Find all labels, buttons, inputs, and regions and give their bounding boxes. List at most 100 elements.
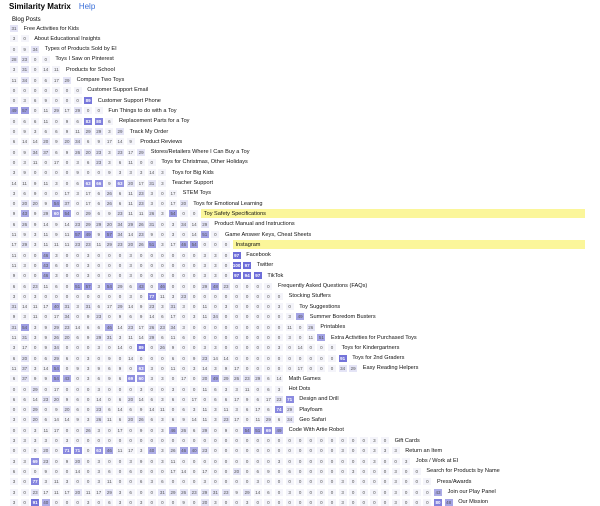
matrix-cell[interactable]: 3 xyxy=(179,303,188,311)
matrix-cell[interactable]: 17 xyxy=(179,375,188,383)
matrix-cell[interactable]: 9 xyxy=(264,467,273,475)
matrix-cell[interactable]: 6 xyxy=(73,334,82,341)
matrix-cell[interactable]: 20 xyxy=(63,406,71,414)
matrix-cell[interactable]: 3 xyxy=(126,169,135,177)
matrix-cell[interactable]: 0 xyxy=(105,292,114,300)
matrix-cell[interactable]: 11 xyxy=(41,117,50,125)
matrix-cell[interactable]: 3 xyxy=(147,364,156,372)
matrix-cell[interactable]: 29 xyxy=(41,210,50,218)
matrix-cell[interactable]: 34 xyxy=(31,148,40,156)
matrix-cell[interactable]: 17 xyxy=(169,200,177,208)
matrix-cell[interactable]: 0 xyxy=(147,251,156,259)
matrix-cell[interactable]: 26 xyxy=(73,148,82,156)
matrix-cell[interactable]: 0 xyxy=(328,344,336,352)
matrix-cell[interactable]: 3 xyxy=(116,498,124,506)
matrix-cell[interactable]: 0 xyxy=(179,210,188,218)
matrix-cell[interactable]: 9 xyxy=(116,364,124,372)
matrix-cell[interactable]: 26 xyxy=(169,447,177,455)
matrix-cell[interactable]: 26 xyxy=(84,426,93,434)
matrix-cell[interactable]: 9 xyxy=(20,45,29,53)
matrix-cell[interactable]: 11 xyxy=(41,241,50,249)
matrix-cell[interactable]: 0 xyxy=(20,488,29,496)
matrix-cell[interactable]: 57 xyxy=(105,231,114,238)
matrix-cell[interactable]: 9 xyxy=(41,334,50,341)
matrix-cell[interactable]: 14 xyxy=(126,303,135,311)
matrix-cell[interactable]: 17 xyxy=(253,406,262,414)
matrix-cell[interactable]: 0 xyxy=(20,416,29,424)
matrix-cell[interactable]: 3 xyxy=(349,467,358,475)
row-label[interactable]: Code With Artie Robot xyxy=(288,427,344,434)
matrix-cell[interactable]: 0 xyxy=(158,498,167,506)
matrix-cell[interactable]: 0 xyxy=(243,292,252,300)
matrix-cell[interactable]: 23 xyxy=(200,447,209,455)
matrix-cell[interactable]: 0 xyxy=(222,272,230,280)
matrix-cell[interactable]: 14 xyxy=(137,395,146,403)
matrix-cell[interactable]: 0 xyxy=(147,158,156,166)
matrix-cell[interactable]: 0 xyxy=(31,66,40,74)
matrix-cell[interactable]: 0 xyxy=(147,354,156,362)
matrix-cell[interactable]: 0 xyxy=(41,86,50,94)
matrix-cell[interactable]: 14 xyxy=(31,395,40,403)
matrix-cell[interactable]: 60 xyxy=(52,210,61,218)
matrix-cell[interactable]: 3 xyxy=(200,272,209,280)
matrix-cell[interactable]: 0 xyxy=(412,498,421,506)
matrix-cell[interactable]: 0 xyxy=(137,354,146,362)
matrix-cell[interactable]: 23 xyxy=(63,323,71,331)
matrix-cell[interactable]: 3 xyxy=(20,457,29,465)
matrix-cell[interactable]: 3 xyxy=(126,457,135,465)
matrix-cell[interactable]: 100 xyxy=(232,261,241,269)
matrix-cell[interactable]: 3 xyxy=(10,478,18,486)
matrix-cell[interactable]: 9 xyxy=(31,375,40,383)
matrix-cell[interactable]: 0 xyxy=(84,406,93,414)
matrix-cell[interactable]: 51 xyxy=(317,334,326,341)
matrix-cell[interactable]: 9 xyxy=(105,179,114,187)
matrix-cell[interactable]: 6 xyxy=(52,261,61,269)
matrix-cell[interactable]: 6 xyxy=(105,406,114,414)
matrix-cell[interactable]: 3 xyxy=(10,344,18,352)
matrix-cell[interactable]: 6 xyxy=(10,282,18,290)
matrix-cell[interactable]: 29 xyxy=(200,220,209,228)
matrix-cell[interactable]: 23 xyxy=(31,282,40,290)
matrix-cell[interactable]: 0 xyxy=(222,457,230,465)
matrix-cell[interactable]: 3 xyxy=(211,364,220,372)
matrix-cell[interactable]: 0 xyxy=(31,107,40,115)
matrix-cell[interactable]: 0 xyxy=(94,107,103,115)
matrix-cell[interactable]: 0 xyxy=(31,467,40,475)
matrix-cell[interactable]: 17 xyxy=(232,416,241,424)
matrix-cell[interactable]: 17 xyxy=(169,241,177,249)
matrix-cell[interactable]: 29 xyxy=(94,334,103,341)
matrix-cell[interactable]: 40 xyxy=(147,447,156,455)
matrix-cell[interactable]: 0 xyxy=(116,437,124,444)
matrix-cell[interactable]: 0 xyxy=(31,169,40,177)
matrix-cell[interactable]: 0 xyxy=(169,261,177,269)
matrix-cell[interactable]: 0 xyxy=(73,97,82,105)
matrix-cell[interactable]: 3 xyxy=(381,447,389,455)
matrix-cell[interactable]: 0 xyxy=(306,447,315,455)
matrix-cell[interactable]: 0 xyxy=(41,169,50,177)
matrix-cell[interactable]: 3 xyxy=(116,169,124,177)
matrix-cell[interactable]: 31 xyxy=(211,488,220,496)
matrix-cell[interactable]: 9 xyxy=(137,406,146,414)
row-label[interactable]: Customer Support Email xyxy=(87,87,149,94)
matrix-cell[interactable]: 3 xyxy=(232,406,241,414)
matrix-cell[interactable]: 17 xyxy=(126,447,135,455)
matrix-cell[interactable]: 0 xyxy=(264,334,273,341)
matrix-cell[interactable]: 31 xyxy=(147,179,156,187)
matrix-cell[interactable]: 0 xyxy=(147,498,156,506)
matrix-cell[interactable]: 0 xyxy=(253,498,262,506)
matrix-cell[interactable]: 0 xyxy=(126,437,135,444)
matrix-cell[interactable]: 26 xyxy=(137,220,146,228)
matrix-cell[interactable]: 3 xyxy=(73,189,82,197)
matrix-cell[interactable]: 3 xyxy=(211,344,220,352)
matrix-cell[interactable]: 0 xyxy=(190,261,199,269)
matrix-cell[interactable]: 37 xyxy=(41,148,50,156)
matrix-cell[interactable]: 0 xyxy=(84,344,93,352)
matrix-cell[interactable]: 29 xyxy=(52,107,61,115)
matrix-cell[interactable]: 0 xyxy=(328,364,336,372)
matrix-cell[interactable]: 6 xyxy=(126,467,135,475)
matrix-cell[interactable]: 0 xyxy=(41,55,50,63)
matrix-cell[interactable]: 97 xyxy=(232,251,241,259)
matrix-cell[interactable]: 0 xyxy=(423,498,432,506)
matrix-cell[interactable]: 23 xyxy=(41,395,50,403)
matrix-cell[interactable]: 23 xyxy=(137,231,146,238)
